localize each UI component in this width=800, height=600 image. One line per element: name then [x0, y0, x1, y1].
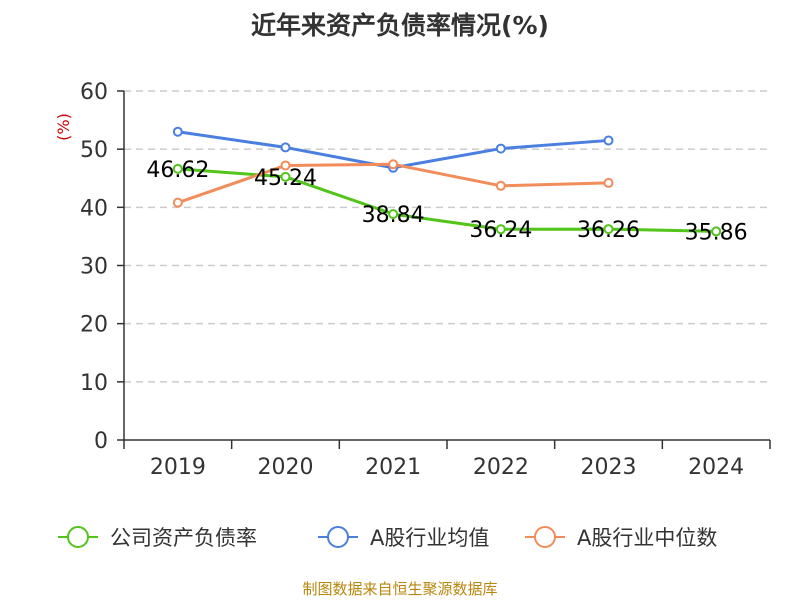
footer-source: 制图数据来自恒生聚源数据库 — [302, 580, 498, 598]
data-label: 36.26 — [577, 218, 640, 243]
x-tick-label: 2022 — [473, 455, 529, 480]
data-point — [603, 135, 614, 146]
y-tick-label: 30 — [80, 255, 108, 280]
data-point — [172, 197, 183, 208]
x-tick-label: 2019 — [150, 455, 206, 480]
axes: 0 10 20 30 40 50 60 2019 2020 2021 2022 2023 2024 — [80, 80, 771, 480]
data-point — [711, 226, 722, 237]
gridlines — [124, 90, 770, 383]
data-point — [495, 224, 506, 235]
data-point — [280, 160, 291, 171]
data-point — [172, 126, 183, 137]
data-point — [388, 209, 399, 220]
data-label: 45.24 — [254, 166, 317, 191]
legend-label: 公司资产负债率 — [110, 526, 257, 550]
data-point — [388, 159, 399, 170]
series-line — [177, 167, 717, 233]
data-label: 46.62 — [146, 158, 209, 183]
data-point — [495, 180, 506, 191]
x-tick-label: 2023 — [581, 455, 637, 480]
data-point — [603, 177, 614, 188]
data-labels: 46.62 45.24 38.84 36.24 36.26 35.86 — [146, 158, 747, 246]
x-tick-label: 2021 — [365, 455, 421, 480]
y-tick-label: 0 — [94, 429, 108, 454]
data-point — [172, 163, 183, 174]
legend-marker-icon — [327, 526, 349, 548]
data-point — [495, 143, 506, 154]
y-axis-label: (%) — [54, 113, 73, 141]
x-tick-label: 2024 — [688, 455, 744, 480]
y-tick-label: 10 — [80, 371, 108, 396]
legend: 公司资产负债率 A股行业均值 A股行业中位数 — [58, 526, 717, 550]
y-tick-label: 60 — [80, 80, 108, 105]
data-point — [280, 171, 291, 182]
legend-label: A股行业均值 — [370, 526, 489, 550]
chart-title: 近年来资产负债率情况(%) — [251, 11, 549, 40]
data-point — [603, 224, 614, 235]
data-point — [280, 142, 291, 153]
legend-label: A股行业中位数 — [577, 526, 717, 550]
y-tick-label: 20 — [80, 313, 108, 338]
data-label: 35.86 — [685, 220, 748, 245]
x-tick-label: 2020 — [258, 455, 314, 480]
y-tick-label: 50 — [80, 138, 108, 163]
series-group — [172, 126, 722, 237]
data-label: 38.84 — [362, 203, 425, 228]
data-label: 36.24 — [469, 218, 532, 243]
legend-marker-icon — [67, 526, 89, 548]
y-tick-label: 40 — [80, 196, 108, 221]
legend-marker-icon — [534, 526, 556, 548]
